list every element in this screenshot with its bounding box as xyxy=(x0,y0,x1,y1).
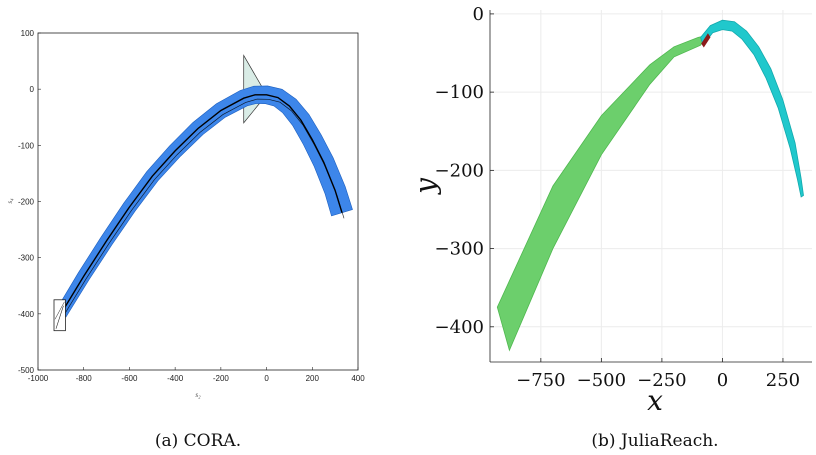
cora-x-tick-label: -600 xyxy=(121,374,138,383)
juliareach-y-axis-label: y xyxy=(409,177,442,196)
cora-axes: -1000 -800 -600 -400 -200 0 200 400 100 0 -100 -200… xyxy=(18,29,365,383)
juliareach-x-tick-label: 0 xyxy=(717,370,728,391)
cora-x-tick-label: -200 xyxy=(213,374,230,383)
juliareach-switch-region xyxy=(701,33,711,48)
cora-y-tick-label: 0 xyxy=(30,85,35,94)
juliareach-grid xyxy=(490,10,812,362)
caption-a: (a) CORA. xyxy=(155,431,241,451)
cora-y-axis-label: s₄ xyxy=(6,198,14,204)
cora-x-tick-label: 200 xyxy=(306,374,320,383)
juliareach-plot-content xyxy=(496,19,804,352)
cora-plot-frame xyxy=(37,32,359,371)
cora-x-tick-label: 0 xyxy=(264,374,269,383)
cora-y-tick-label: -500 xyxy=(18,366,35,375)
cora-x-tick-label: 400 xyxy=(351,374,365,383)
cora-initial-set-hatch xyxy=(55,305,64,329)
cora-x-axis-label: s₂ xyxy=(195,391,201,399)
juliareach-x-tick-label: −750 xyxy=(516,370,565,391)
cora-x-tick-label: -400 xyxy=(167,374,184,383)
juliareach-y-tick-label: −200 xyxy=(435,160,484,181)
juliareach-axes: −750 −500 −250 0 250 0 −100 −200 −300 −400 xyxy=(435,4,801,391)
cora-y-tick-label: -400 xyxy=(18,310,35,319)
cora-trajectory-secondary xyxy=(62,98,345,317)
cora-x-tick-label: -1000 xyxy=(28,374,49,383)
caption-b: (b) JuliaReach. xyxy=(591,431,718,451)
cora-y-tick-label: -300 xyxy=(18,254,35,263)
juliareach-x-axis-label: x xyxy=(647,384,663,417)
cora-trajectory xyxy=(60,94,343,315)
juliareach-x-tick-label: 250 xyxy=(766,370,800,391)
cora-chart: -1000 -800 -600 -400 -200 0 200 400 100 0 -100 -200… xyxy=(6,29,365,399)
juliareach-x-tick-label: −250 xyxy=(637,370,686,391)
cora-initial-set-hatch xyxy=(54,301,65,320)
juliareach-y-tick-label: −300 xyxy=(435,239,484,260)
cora-plot-content xyxy=(53,54,353,332)
cora-reach-set xyxy=(55,85,353,318)
juliareach-y-tick-label: −100 xyxy=(435,82,484,103)
juliareach-mode2-reach-set xyxy=(700,19,804,198)
cora-y-tick-label: -200 xyxy=(18,198,35,207)
juliareach-x-tick-label: −500 xyxy=(577,370,626,391)
cora-x-tick-label: -800 xyxy=(76,374,93,383)
cora-initial-set xyxy=(53,299,66,332)
cora-y-tick-label: 100 xyxy=(21,29,35,38)
cora-y-tick-label: -100 xyxy=(18,141,35,150)
juliareach-y-tick-label: 0 xyxy=(473,4,484,25)
juliareach-y-tick-label: −400 xyxy=(435,317,484,338)
juliareach-chart: −750 −500 −250 0 250 0 −100 −200 −300 −400 x y xyxy=(409,4,812,417)
